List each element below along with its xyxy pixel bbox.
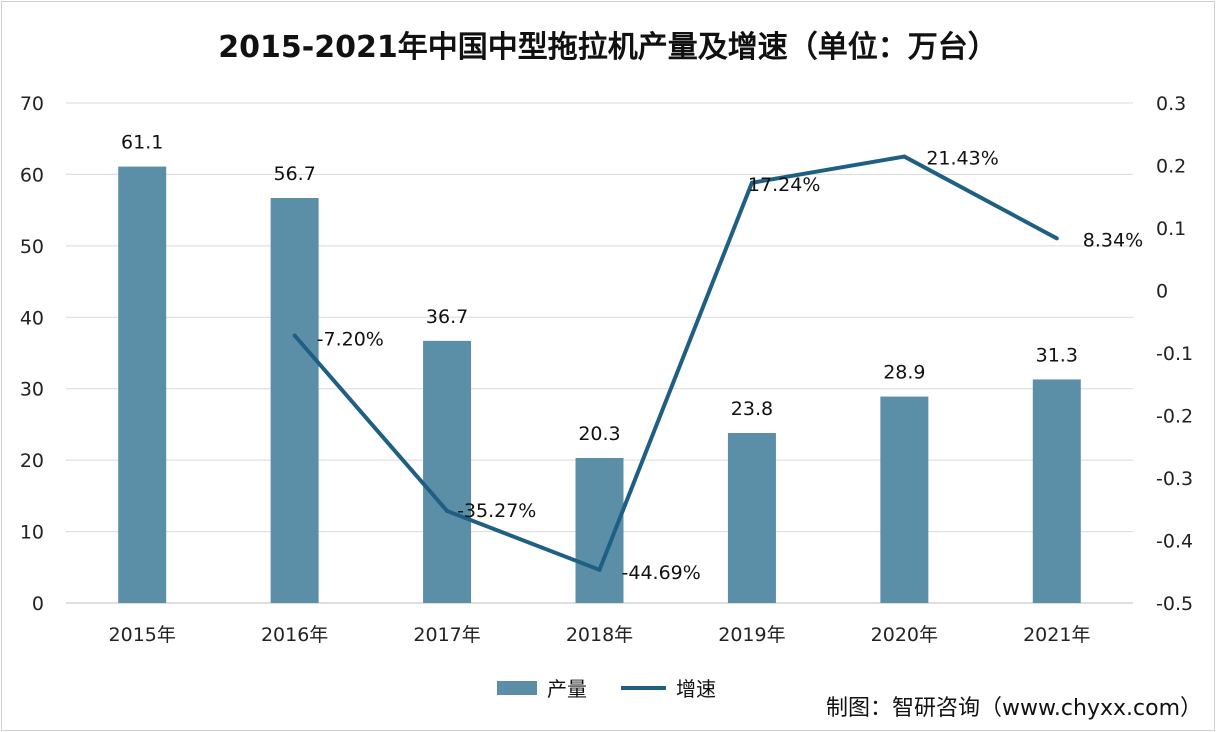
growth-point [902,154,907,159]
bar [118,166,167,604]
bar-value-label: 28.9 [883,362,925,384]
y-right-tick-label: 0.1 [1156,218,1186,240]
x-tick-label: 2021年 [1023,624,1090,646]
growth-value-label: 8.34% [1083,229,1143,251]
y-left-tick-label: 50 [20,236,44,258]
y-right-tick-label: -0.3 [1156,468,1193,490]
x-axis-ticks: 2015年 2016年 2017年 2018年 2019年 2020年 2021年 [109,624,1091,646]
legend: 产量 增速 [497,677,716,701]
growth-value-label: -35.27% [457,500,536,522]
bar-series [118,166,1081,604]
growth-value-label: -7.20% [317,329,384,351]
x-tick-label: 2016年 [261,624,328,646]
bar [727,433,776,603]
bar-value-label: 61.1 [121,132,163,154]
growth-point [749,180,754,185]
y-right-tick-label: -0.4 [1156,531,1193,553]
source-note: 制图：智研咨询（www.chyxx.com） [825,696,1202,721]
y-right-tick-label: -0.5 [1156,593,1193,615]
legend-label-bar: 产量 [547,677,587,701]
bar-data-labels: 61.1 56.7 36.7 20.3 23.8 28.9 31.3 [121,132,1078,445]
growth-value-label: 17.24% [748,174,820,196]
bar [423,340,472,603]
bar [880,396,929,603]
x-tick-label: 2017年 [413,624,480,646]
bar [270,198,319,603]
y-left-tick-label: 40 [20,307,44,329]
legend-label-line: 增速 [676,677,716,701]
chart-title: 2015-2021年中国中型拖拉机产量及增速（单位：万台） [218,30,998,65]
bar-value-label: 20.3 [578,423,620,445]
y-left-tick-label: 30 [20,379,44,401]
bar-value-label: 36.7 [426,306,468,328]
bar-value-label: 31.3 [1036,344,1078,366]
growth-point [445,508,450,513]
growth-point [1054,236,1059,241]
growth-value-label: 21.43% [926,148,998,170]
y-right-tick-label: 0.3 [1156,93,1186,115]
y-left-tick-label: 70 [20,93,44,115]
line-series [292,154,1059,572]
x-tick-label: 2018年 [566,624,633,646]
y-left-tick-label: 60 [20,164,44,186]
y-right-tick-label: -0.1 [1156,343,1193,365]
growth-value-label: -44.69% [622,562,701,584]
y-right-tick-label: 0.2 [1156,156,1186,178]
y-left-tick-label: 0 [32,593,44,615]
grid-lines [66,102,1133,604]
bar-value-label: 56.7 [273,163,315,185]
growth-point [292,333,297,338]
bar [1032,379,1081,603]
y-right-tick-label: 0 [1156,281,1168,303]
line-data-labels: -7.20% -35.27% -44.69% 17.24% 21.43% 8.34% [317,148,1144,584]
x-tick-label: 2019年 [718,624,785,646]
left-axis-ticks: 0 10 20 30 40 50 60 70 [20,93,44,615]
growth-point [597,567,602,572]
y-left-tick-label: 20 [20,450,44,472]
x-tick-label: 2020年 [871,624,938,646]
bar-value-label: 23.8 [731,398,773,420]
y-left-tick-label: 10 [20,522,44,544]
growth-line [293,154,1058,572]
legend-swatch-bar [497,681,537,695]
y-right-tick-label: -0.2 [1156,406,1193,428]
x-tick-label: 2015年 [109,624,176,646]
right-axis-ticks: -0.5 -0.4 -0.3 -0.2 -0.1 0 0.1 0.2 0.3 [1156,93,1193,615]
